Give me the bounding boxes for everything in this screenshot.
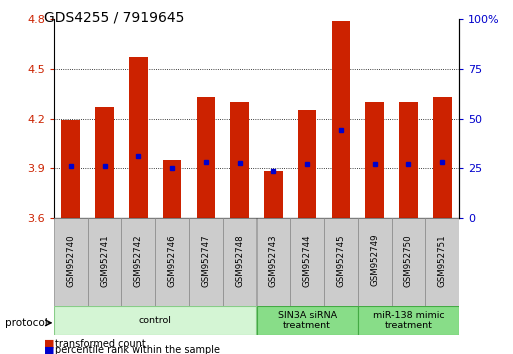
- Bar: [196, 97, 215, 218]
- Bar: [230, 102, 249, 218]
- Text: ■: ■: [44, 339, 54, 349]
- Text: transformed count: transformed count: [55, 339, 146, 349]
- Bar: [223, 218, 256, 306]
- Text: GSM952741: GSM952741: [100, 234, 109, 286]
- Bar: [298, 110, 317, 218]
- Bar: [331, 21, 350, 218]
- Text: GSM952744: GSM952744: [303, 234, 312, 286]
- Bar: [95, 107, 114, 218]
- Text: GSM952746: GSM952746: [168, 234, 176, 286]
- Bar: [391, 218, 425, 306]
- Bar: [54, 218, 88, 306]
- Text: GDS4255 / 7919645: GDS4255 / 7919645: [44, 11, 184, 25]
- Text: GSM952747: GSM952747: [201, 234, 210, 286]
- Bar: [256, 218, 290, 306]
- Bar: [324, 218, 358, 306]
- Bar: [88, 218, 122, 306]
- Bar: [163, 160, 182, 218]
- Bar: [358, 218, 391, 306]
- Bar: [54, 306, 256, 335]
- Text: GSM952742: GSM952742: [134, 234, 143, 286]
- Text: GSM952743: GSM952743: [269, 234, 278, 286]
- Text: GSM952751: GSM952751: [438, 234, 447, 286]
- Text: GSM952750: GSM952750: [404, 234, 413, 286]
- Bar: [189, 218, 223, 306]
- Bar: [264, 171, 283, 218]
- Text: GSM952740: GSM952740: [66, 234, 75, 286]
- Bar: [365, 102, 384, 218]
- Bar: [399, 102, 418, 218]
- Text: control: control: [139, 316, 172, 325]
- Bar: [290, 218, 324, 306]
- Text: percentile rank within the sample: percentile rank within the sample: [55, 346, 221, 354]
- Bar: [256, 306, 358, 335]
- Bar: [129, 57, 148, 218]
- Bar: [122, 218, 155, 306]
- Bar: [433, 97, 451, 218]
- Text: SIN3A siRNA
treatment: SIN3A siRNA treatment: [278, 311, 337, 330]
- Text: GSM952749: GSM952749: [370, 234, 379, 286]
- Text: protocol: protocol: [5, 318, 48, 328]
- Text: GSM952748: GSM952748: [235, 234, 244, 286]
- Bar: [155, 218, 189, 306]
- Bar: [358, 306, 459, 335]
- Text: GSM952745: GSM952745: [337, 234, 345, 286]
- Bar: [425, 218, 459, 306]
- Text: ■: ■: [44, 346, 54, 354]
- Text: miR-138 mimic
treatment: miR-138 mimic treatment: [372, 311, 444, 330]
- Bar: [62, 120, 80, 218]
